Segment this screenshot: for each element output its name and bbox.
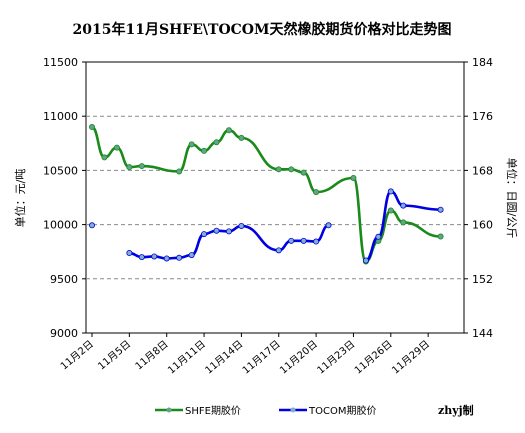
x-axis-ticks: 11月2日 11月5日 11月8日11月11日11月14日11月17日11月20日1… bbox=[58, 333, 432, 377]
x-tick-label: 11月23日 bbox=[315, 338, 358, 376]
shfe-series-point bbox=[350, 174, 357, 181]
shfe-series-point bbox=[113, 144, 120, 151]
shfe-series-point bbox=[288, 166, 295, 173]
right-tick-label: 168 bbox=[472, 164, 493, 177]
x-tick-label: 11月2日 bbox=[58, 338, 96, 372]
left-tick-label: 11500 bbox=[43, 56, 78, 69]
right-tick-label: 152 bbox=[472, 273, 493, 286]
legend: SHFE期胶价 TOCOM期胶价 bbox=[155, 404, 376, 417]
legend-marker-shfe bbox=[166, 407, 172, 413]
shfe-series-point bbox=[126, 164, 133, 171]
tocom-series-point bbox=[275, 247, 282, 254]
x-tick-label: 11月5日 bbox=[96, 338, 134, 372]
x-tick-label: 11月20日 bbox=[277, 338, 320, 376]
tocom-series-point bbox=[225, 228, 232, 235]
x-tick-label: 11月26日 bbox=[352, 338, 395, 376]
shfe-series-point bbox=[89, 124, 96, 131]
shfe-series-point bbox=[188, 141, 195, 148]
shfe-series-point bbox=[176, 168, 183, 175]
left-tick-label: 9500 bbox=[50, 273, 78, 286]
tocom-series-point bbox=[375, 233, 382, 240]
shfe-series-point bbox=[437, 233, 444, 240]
left-tick-label: 10500 bbox=[43, 164, 78, 177]
grid-lines bbox=[86, 115, 464, 280]
shfe-series-point bbox=[225, 127, 232, 134]
tocom-series-point bbox=[238, 222, 245, 229]
tocom-series-point bbox=[288, 237, 295, 244]
shfe-series-point bbox=[275, 166, 282, 173]
right-axis-ticks: 144 152 160 168 176 184 bbox=[464, 56, 493, 340]
left-axis-ticks: 9000 9500 10000 10500 11000 11500 bbox=[43, 56, 86, 340]
shfe-series-point bbox=[400, 219, 407, 226]
tocom-series-point bbox=[201, 231, 208, 238]
shfe-series-point bbox=[213, 139, 220, 146]
shfe-series-point bbox=[313, 189, 320, 196]
author-credit: zhyj制 bbox=[438, 403, 474, 417]
left-tick-label: 9000 bbox=[50, 327, 78, 340]
legend-label-shfe: SHFE期胶价 bbox=[185, 404, 241, 417]
shfe-series-point bbox=[238, 134, 245, 141]
tocom-series-point bbox=[362, 257, 369, 264]
x-tick-label: 11月11日 bbox=[165, 338, 208, 376]
tocom-series-point bbox=[213, 227, 220, 234]
x-tick-label: 11月8日 bbox=[133, 338, 171, 372]
tocom-series-point bbox=[400, 202, 407, 209]
shfe-series-point bbox=[101, 154, 108, 161]
left-axis-label: 单位：元/吨 bbox=[13, 169, 27, 228]
tocom-series-point bbox=[437, 206, 444, 213]
shfe-series-point bbox=[138, 163, 145, 170]
right-tick-label: 184 bbox=[472, 56, 493, 69]
shfe-series-point bbox=[201, 147, 208, 154]
tocom-series-point bbox=[387, 188, 394, 195]
legend-label-tocom: TOCOM期胶价 bbox=[308, 404, 376, 417]
left-tick-label: 11000 bbox=[43, 110, 78, 123]
right-axis-label: 单位：日圆/公斤 bbox=[505, 158, 519, 239]
tocom-series-point bbox=[176, 254, 183, 261]
plot-area bbox=[85, 61, 465, 334]
chart-title: 2015年11月SHFE\TOCOM天然橡胶期货价格对比走势图 bbox=[73, 21, 452, 38]
tocom-series-point bbox=[126, 250, 133, 257]
tocom-series-point bbox=[163, 255, 170, 262]
x-tick-label: 11月17日 bbox=[240, 338, 283, 376]
right-tick-label: 176 bbox=[472, 110, 493, 123]
tocom-series-point bbox=[138, 254, 145, 261]
right-tick-label: 160 bbox=[472, 219, 493, 232]
shfe-series-point bbox=[387, 207, 394, 214]
tocom-series-point bbox=[300, 237, 307, 244]
left-tick-label: 10000 bbox=[43, 219, 78, 232]
legend-marker-tocom bbox=[290, 407, 296, 413]
right-tick-label: 144 bbox=[472, 327, 493, 340]
x-tick-label: 11月29日 bbox=[390, 338, 433, 376]
tocom-series-point bbox=[151, 253, 158, 260]
series-layer bbox=[89, 124, 444, 265]
x-tick-label: 11月14日 bbox=[203, 338, 246, 376]
tocom-series-point bbox=[188, 252, 195, 259]
tocom-series-point bbox=[89, 222, 96, 229]
shfe-series-point bbox=[300, 169, 307, 176]
tocom-series-point bbox=[325, 222, 332, 229]
tocom-series-point bbox=[313, 238, 320, 245]
